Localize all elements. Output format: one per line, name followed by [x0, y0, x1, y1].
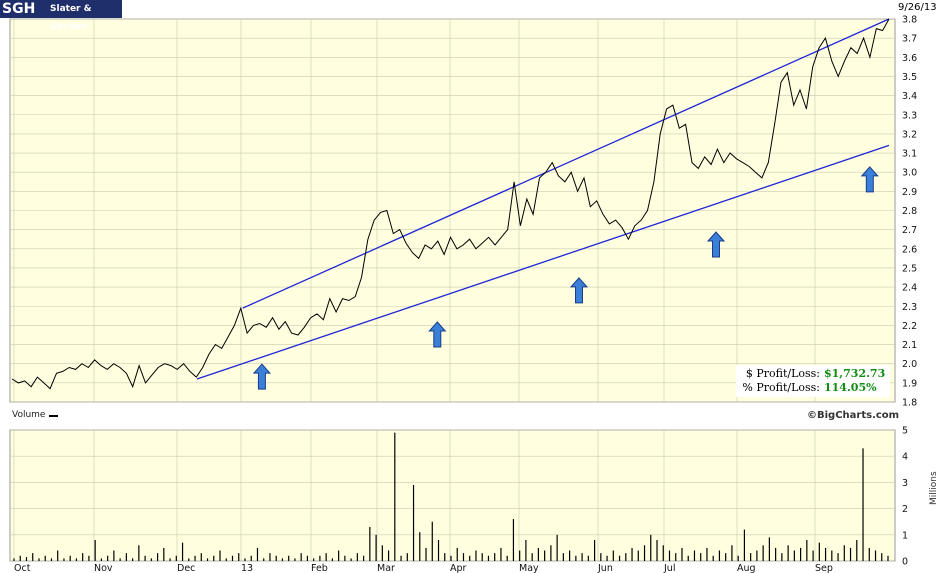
price-y-tick-label: 3.8 [902, 15, 917, 26]
percent-profit-row: % Profit/Loss: 114.05% [736, 381, 890, 395]
volume-panel: 0 1 2 3 4 5 Oct Nov Dec 13 Feb Mar Apr May Jun Jul Aug Se… [9, 426, 908, 573]
volume-legend-label: Volume [12, 410, 46, 420]
price-panel: 1.8 1.9 2.0 2.1 2.2 2.3 2.4 2.5 2.6 2.7 2.8 2.9 3.0 3… [9, 15, 917, 409]
price-y-tick-label: 3.0 [902, 168, 917, 179]
volume-y-tick-label: 5 [902, 426, 908, 437]
price-y-tick-label: 3.7 [902, 34, 917, 45]
x-tick-label: Oct [14, 563, 31, 573]
company-name: Slater & Gordon [42, 0, 122, 32]
x-tick-label: Feb [311, 563, 328, 573]
percent-profit-value: 114.05% [824, 381, 877, 394]
chart-date: 9/26/13 [898, 2, 937, 13]
up-arrow-marker [252, 363, 272, 390]
dollar-profit-value: $1,732.73 [824, 367, 886, 380]
trend-line [242, 18, 890, 309]
profit-loss-box: $ Profit/Loss: $1,732.73 % Profit/Loss: … [736, 365, 890, 397]
up-arrow-marker [569, 277, 589, 304]
price-y-tick-label: 1.9 [902, 378, 917, 389]
volume-y-tick-label: 3 [902, 478, 908, 489]
x-tick-label: Aug [737, 563, 756, 573]
price-y-tick-label: 3.6 [902, 53, 917, 64]
volume-y-tick-label: 4 [902, 452, 908, 463]
price-y-tick-label: 3.3 [902, 110, 917, 121]
volume-y-tick-label: 1 [902, 530, 908, 541]
price-y-tick-label: 3.5 [902, 72, 917, 83]
price-y-tick-label: 2.7 [902, 225, 917, 236]
price-y-tick-label: 2.0 [902, 359, 917, 370]
x-tick-label: Sep [815, 563, 833, 573]
ticker-symbol: SGH [0, 0, 42, 18]
volume-y-tick-label: 2 [902, 504, 908, 515]
x-tick-label: Dec [177, 563, 195, 573]
x-tick-label: Jul [663, 563, 675, 573]
price-y-tick-label: 2.4 [902, 283, 917, 294]
up-arrow-marker [860, 166, 879, 193]
dollar-profit-label: $ Profit/Loss: [745, 367, 820, 380]
price-y-tick-label: 2.8 [902, 206, 917, 217]
price-y-tick-label: 1.8 [902, 398, 917, 409]
price-y-tick-label: 3.2 [902, 129, 917, 140]
up-arrow-marker [428, 321, 447, 348]
up-arrow-marker [706, 231, 726, 258]
bigcharts-credit: ©BigCharts.com [807, 410, 900, 421]
price-y-tick-label: 2.1 [902, 340, 917, 351]
price-y-tick-label: 3.1 [902, 149, 917, 160]
x-tick-label: Jun [597, 563, 613, 573]
price-y-tick-label: 2.2 [902, 321, 917, 332]
price-y-tick-label: 2.5 [902, 263, 917, 274]
price-y-tick-label: 2.9 [902, 187, 917, 198]
x-tick-label: May [519, 563, 539, 573]
price-y-tick-label: 2.3 [902, 302, 917, 313]
price-line [11, 18, 890, 390]
price-y-tick-label: 2.6 [902, 244, 917, 255]
volume-y-tick-label: 0 [902, 557, 908, 568]
x-tick-label: Apr [450, 563, 467, 573]
x-tick-label: Mar [377, 563, 395, 573]
price-y-tick-label: 3.4 [902, 91, 917, 102]
volume-legend-key [49, 415, 58, 417]
trend-line [196, 144, 890, 380]
x-tick-label: 13 [241, 563, 253, 573]
percent-profit-label: % Profit/Loss: [742, 381, 820, 394]
dollar-profit-row: $ Profit/Loss: $1,732.73 [736, 367, 890, 381]
volume-plot-area [9, 429, 896, 562]
x-tick-label: Nov [94, 563, 113, 573]
volume-unit-label: Millions [929, 471, 939, 505]
